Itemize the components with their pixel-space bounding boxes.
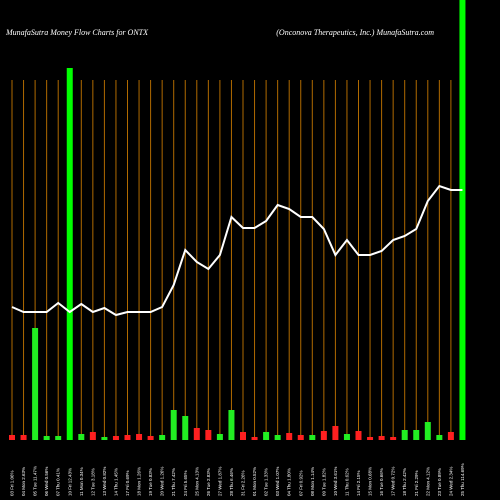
volume-bar — [401, 430, 408, 440]
volume-bar — [263, 432, 270, 440]
volume-bar — [9, 435, 15, 440]
volume-bar — [251, 437, 258, 440]
x-tick-label: 07 Fri 0.92% — [298, 470, 303, 496]
x-tick-label: 21 Thu 7.42% — [171, 468, 176, 496]
volume-bar — [274, 435, 281, 440]
x-tick-label: 04 Thu 1.80% — [287, 468, 292, 496]
volume-bar — [424, 422, 431, 440]
x-tick-label: 18 Mon 1.26% — [137, 467, 142, 496]
volume-bar — [343, 434, 350, 440]
volume-bar — [355, 431, 362, 440]
volume-bar — [413, 430, 420, 440]
volume-bar — [378, 436, 385, 440]
volume-bar — [228, 410, 235, 440]
x-tick-label: 31 Fri 2.26% — [241, 470, 246, 496]
x-tick-label: 02 Tue 1.33% — [264, 468, 269, 496]
volume-bar — [459, 0, 466, 440]
volume-bar — [332, 426, 339, 440]
volume-bar — [320, 431, 327, 440]
x-tick-label: 15 Mon 0.68% — [368, 467, 373, 496]
x-tick-label: 14 Thu 1.45% — [113, 468, 118, 496]
x-tick-label: 05 Tue 11.47% — [33, 466, 38, 496]
x-tick-label: 16 Tue 0.66% — [379, 468, 384, 496]
x-tick-label: 20 Wed 1.26% — [160, 467, 165, 496]
x-tick-label: 06 Wed 0.56% — [44, 467, 49, 496]
volume-bar — [43, 436, 50, 440]
x-tick-label: 19 Tue 0.83% — [148, 468, 153, 496]
volume-bar — [147, 436, 154, 440]
x-tick-label: 17 Fri 0.69% — [125, 470, 130, 496]
x-tick-label: 08 Mon 1.14% — [310, 467, 315, 496]
volume-bar — [436, 435, 443, 440]
chart-subtitle: (Onconova Therapeutics, Inc.) MunafaSutr… — [276, 28, 434, 37]
x-tick-label: 03 Wed 1.07% — [275, 467, 280, 496]
x-tick-label: 01 Mon 0.52% — [252, 467, 257, 496]
volume-bar — [193, 428, 200, 440]
money-flow-line — [11, 184, 463, 317]
x-tick-label: 09 Tue 1.82% — [321, 468, 326, 496]
volume-bar — [182, 416, 189, 440]
x-tick-label: 25 Mon 4.13% — [194, 467, 199, 496]
x-tick-label: 17 Wed 0.72% — [391, 467, 396, 496]
volume-bar — [216, 434, 223, 440]
x-tick-label: 14 Fri 2.15% — [356, 470, 361, 496]
volume-bar — [66, 68, 73, 440]
volume-bar — [101, 437, 108, 440]
x-tick-label: 22 Mon 4.12% — [425, 467, 430, 496]
volume-bar — [390, 437, 397, 440]
x-tick-label: 25 Thu 114.69% — [460, 463, 465, 496]
volume-bar — [136, 434, 143, 440]
x-tick-label: 23 Tue 0.89% — [437, 468, 442, 496]
x-tick-label: 11 Mon 0.34% — [79, 467, 84, 496]
x-tick-label: 12 Tue 3.18% — [90, 468, 95, 496]
volume-bar — [20, 435, 27, 440]
volume-bar — [55, 436, 62, 440]
volume-bar — [159, 435, 166, 440]
x-tick-label: 18 Thu 2.42% — [402, 468, 407, 496]
volume-bar — [112, 436, 119, 440]
volume-bar — [170, 410, 177, 440]
x-tick-label: 28 Thu 6.46% — [229, 468, 234, 496]
volume-bar — [297, 435, 304, 440]
volume-bar — [447, 432, 454, 440]
x-tick-label: 21 Fri 2.29% — [414, 470, 419, 496]
x-tick-label: 11 Thu 0.62% — [344, 468, 349, 496]
x-tick-label: 13 Wed 0.82% — [102, 467, 107, 496]
x-tick-label: 24 Fri 5.65% — [183, 470, 188, 496]
volume-bar — [367, 437, 374, 440]
x-tick-label: 04 Mon 2.63% — [21, 467, 26, 496]
x-tick-label: 03 Fri 1.06% — [10, 470, 15, 496]
x-tick-label: 26 Tue 2.83% — [206, 468, 211, 496]
volume-bar — [32, 328, 39, 440]
x-tick-label: 27 Wed 1.87% — [217, 467, 222, 496]
volume-bar — [309, 435, 316, 440]
x-tick-label: 10 Wed 3.61% — [333, 467, 338, 496]
volume-bar — [78, 434, 85, 440]
volume-bar — [124, 435, 131, 440]
volume-bar — [89, 432, 96, 440]
x-tick-label: 10 Fri 12.43% — [67, 468, 72, 496]
volume-bar — [205, 430, 212, 440]
chart-title: MunafaSutra Money Flow Charts for ONTX — [5, 28, 149, 37]
volume-bar — [286, 433, 293, 440]
x-tick-label: 24 Wed 2.34% — [448, 467, 453, 496]
volume-bar — [240, 432, 246, 440]
x-tick-label: 07 Thu 0.41% — [56, 468, 61, 496]
